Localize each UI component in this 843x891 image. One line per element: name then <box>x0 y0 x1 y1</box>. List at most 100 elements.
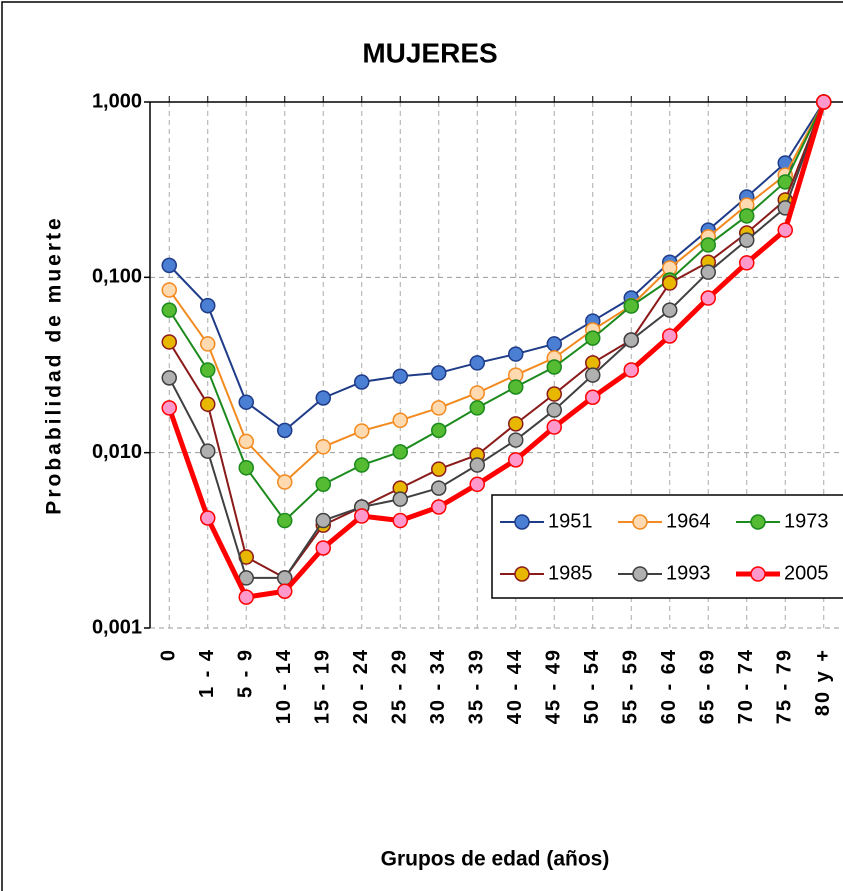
x-tick-label: 55 - 59 <box>620 648 642 724</box>
data-point <box>469 355 485 371</box>
legend-label: 1993 <box>666 562 711 584</box>
data-point <box>623 298 639 314</box>
data-point <box>700 290 716 306</box>
y-tick-label: 0,001 <box>92 616 142 638</box>
data-point <box>508 346 524 362</box>
data-point <box>469 385 485 401</box>
x-tick-label: 60 - 64 <box>658 648 680 724</box>
x-tick-label: 5 - 9 <box>235 648 257 698</box>
data-point <box>315 512 331 529</box>
data-point <box>200 336 216 352</box>
data-point <box>161 282 177 298</box>
data-point <box>354 457 370 473</box>
data-point <box>238 460 254 476</box>
data-point <box>315 439 331 455</box>
data-point <box>238 589 254 605</box>
x-tick-label: 10 - 14 <box>273 648 295 724</box>
x-tick-label: 80 y + <box>812 648 834 716</box>
x-tick-label: 35 - 39 <box>466 648 488 724</box>
data-point <box>354 508 370 524</box>
data-point <box>161 400 177 416</box>
data-point <box>546 402 562 418</box>
data-point <box>508 452 524 468</box>
data-point <box>585 389 601 406</box>
data-point <box>469 457 485 473</box>
data-point <box>431 499 447 515</box>
x-tick-label: 75 - 79 <box>774 648 796 724</box>
data-point <box>623 332 639 348</box>
data-point <box>161 370 177 386</box>
data-point <box>277 474 293 490</box>
data-point <box>739 208 755 224</box>
data-point <box>662 302 678 318</box>
data-point <box>585 367 601 383</box>
data-point <box>546 419 562 435</box>
series-line <box>168 101 825 432</box>
y-tick-label: 1,000 <box>92 90 142 112</box>
data-point <box>392 512 408 529</box>
x-tick-label: 20 - 24 <box>350 648 372 724</box>
data-point <box>816 94 832 110</box>
data-point <box>431 461 447 477</box>
x-tick-label: 30 - 34 <box>427 648 449 724</box>
chart-title: MUJERES <box>362 37 497 68</box>
y-axis-title: Probabilidad de muerte <box>43 215 66 514</box>
data-point <box>508 379 524 395</box>
series-line <box>168 101 825 484</box>
data-point <box>200 396 216 412</box>
data-point <box>662 275 678 291</box>
data-point <box>277 583 293 600</box>
y-tick-label: 0,010 <box>92 441 142 463</box>
legend-marker <box>514 514 530 530</box>
x-tick-label: 45 - 49 <box>543 648 565 724</box>
data-point <box>277 512 293 529</box>
x-tick-label: 70 - 74 <box>735 648 757 724</box>
data-point <box>546 359 562 375</box>
data-point <box>585 330 601 346</box>
data-point <box>238 394 254 410</box>
data-point <box>777 222 793 238</box>
data-point <box>161 334 177 350</box>
x-tick-label: 0 <box>158 648 180 661</box>
y-tick-label: 0,100 <box>92 266 142 288</box>
data-point <box>315 476 331 493</box>
data-point <box>392 368 408 384</box>
x-tick-label: 1 - 4 <box>196 648 218 698</box>
data-point <box>739 255 755 271</box>
data-point <box>161 257 177 274</box>
data-point <box>392 444 408 460</box>
x-tick-label: 40 - 44 <box>504 648 526 724</box>
data-point <box>315 540 331 556</box>
data-point <box>469 400 485 416</box>
legend-marker <box>750 566 766 582</box>
series-line <box>168 101 825 523</box>
data-point <box>277 422 293 439</box>
data-point <box>200 510 216 526</box>
data-point <box>354 374 370 390</box>
data-point <box>700 264 716 280</box>
data-point <box>238 433 254 450</box>
data-point <box>392 491 408 507</box>
legend-label: 1964 <box>666 510 711 532</box>
x-axis-title: Grupos de edad (años) <box>381 848 610 871</box>
data-point <box>739 232 755 248</box>
data-point <box>200 362 216 378</box>
data-point <box>431 480 447 496</box>
data-point <box>469 476 485 493</box>
x-tick-label: 25 - 29 <box>389 648 411 724</box>
legend-marker <box>632 566 648 582</box>
data-point <box>200 297 216 314</box>
data-point <box>431 365 447 381</box>
data-point <box>700 237 716 253</box>
legend-marker <box>514 566 530 582</box>
legend-label: 2005 <box>784 562 829 584</box>
data-point <box>200 443 216 459</box>
data-point <box>315 390 331 406</box>
data-point <box>546 336 562 352</box>
x-tick-label: 65 - 69 <box>697 648 719 724</box>
legend-box <box>491 494 843 599</box>
data-point <box>508 432 524 448</box>
data-point <box>623 362 639 378</box>
